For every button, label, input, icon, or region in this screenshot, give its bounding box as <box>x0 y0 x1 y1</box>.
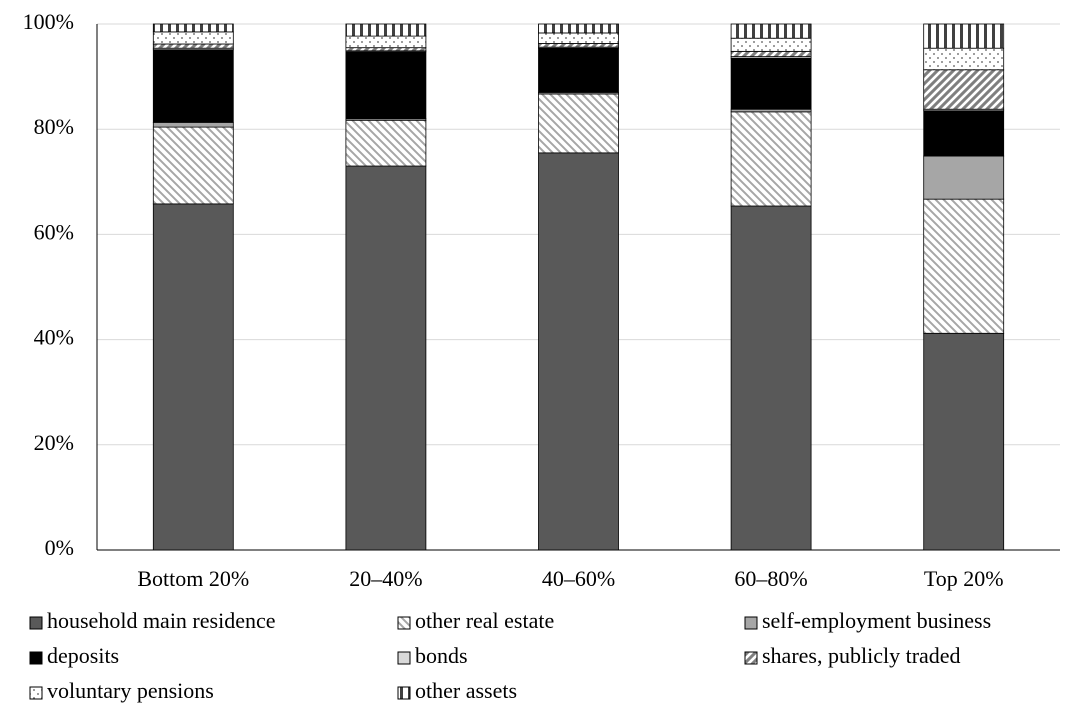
legend-label: other real estate <box>415 608 554 633</box>
bar-segment <box>345 165 427 551</box>
y-tick-label: 100% <box>23 9 74 34</box>
x-tick-label: 40–60% <box>542 566 615 591</box>
legend-swatch <box>29 651 43 665</box>
bar-segment <box>152 126 234 205</box>
bar-segment <box>345 23 427 37</box>
bar-segment <box>345 51 427 120</box>
bar-segment <box>730 23 812 39</box>
bar-segment <box>538 43 619 48</box>
legend-swatch <box>397 616 411 630</box>
bar-segment <box>923 198 1005 334</box>
bar-segment <box>152 203 234 551</box>
bar-segment <box>923 155 1005 200</box>
legend-label: deposits <box>47 643 119 668</box>
legend-label: household main residence <box>47 608 276 633</box>
x-tick-label: Bottom 20% <box>137 566 249 591</box>
legend-label: self-employment business <box>762 608 991 633</box>
bar-segment <box>730 37 812 52</box>
bar-segment <box>923 47 1005 71</box>
bar-segment <box>538 47 619 93</box>
bar-segment <box>730 111 812 207</box>
legend-label: voluntary pensions <box>47 678 214 703</box>
legend-swatch <box>29 686 43 700</box>
bar-segment <box>345 35 427 49</box>
y-tick-label: 20% <box>34 430 74 455</box>
bar-segment <box>538 93 619 154</box>
x-tick-label: 20–40% <box>349 566 422 591</box>
bar-segment <box>152 121 234 128</box>
bar-segment <box>152 31 234 45</box>
legend-label: other assets <box>415 678 517 703</box>
legend-swatch <box>744 616 758 630</box>
legend-label: shares, publicly traded <box>762 643 961 668</box>
legend-swatch <box>744 651 758 665</box>
bar-segment <box>923 110 1005 157</box>
y-tick-label: 0% <box>45 535 74 560</box>
legend-swatch <box>397 651 411 665</box>
bar-segment <box>152 43 234 49</box>
bar-segment <box>730 57 812 110</box>
bar-segment <box>538 23 619 34</box>
legend-swatch <box>397 686 411 700</box>
legend-label: bonds <box>415 643 468 668</box>
bar-segment <box>730 50 812 58</box>
bar-segment <box>152 23 234 33</box>
bar-segment <box>923 332 1005 551</box>
bar-segment <box>345 119 427 167</box>
x-tick-label: 60–80% <box>734 566 807 591</box>
bar-segment <box>152 49 234 123</box>
legend-swatch <box>29 616 43 630</box>
bar-segment <box>923 69 1005 110</box>
bar-segment <box>538 152 619 551</box>
bar-segment <box>345 47 427 52</box>
x-tick-label: Top 20% <box>924 566 1004 591</box>
bar-segment <box>923 23 1005 49</box>
y-tick-label: 60% <box>34 219 74 244</box>
y-tick-label: 40% <box>34 325 74 350</box>
bar-segment <box>730 205 812 551</box>
y-tick-label: 80% <box>34 114 74 139</box>
bar-segment <box>538 32 619 44</box>
